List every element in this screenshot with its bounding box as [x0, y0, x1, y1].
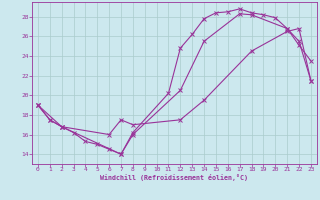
X-axis label: Windchill (Refroidissement éolien,°C): Windchill (Refroidissement éolien,°C)	[100, 174, 248, 181]
